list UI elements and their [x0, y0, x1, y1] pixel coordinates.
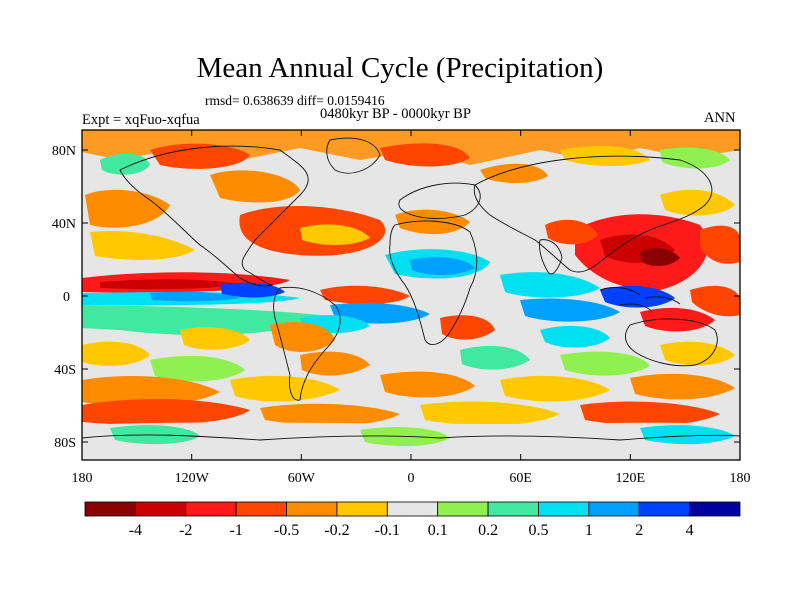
- colorbar-label: 2: [635, 522, 643, 539]
- colorbar-label: 0.5: [528, 522, 548, 539]
- colorbar-label: 0.1: [428, 522, 448, 539]
- lon-tick-label: 180: [72, 471, 93, 486]
- colorbar-label: -1: [229, 522, 242, 539]
- lon-tick-label: 120E: [616, 471, 646, 486]
- stats-text: rmsd= 0.638639 diff= 0.0159416: [205, 93, 385, 108]
- lat-tick-label: 0: [63, 290, 70, 305]
- colorbar-swatch: [336, 501, 388, 517]
- lat-tick-label: 80N: [52, 144, 76, 159]
- colorbar-label: 4: [686, 522, 694, 539]
- colorbar-swatch: [84, 501, 136, 517]
- colorbar: -4 -2 -1 -0.5 -0.2 -0.1 0.1 0.2 0.5 1 2 4: [84, 501, 741, 539]
- colorbar-swatch: [134, 501, 187, 517]
- coastlines: [82, 137, 740, 441]
- colorbar-swatch: [487, 501, 539, 517]
- colorbar-swatch: [185, 501, 237, 517]
- lon-tick-label: 60E: [509, 471, 532, 486]
- lon-tick-label: 120W: [175, 471, 210, 486]
- colorbar-swatch: [437, 501, 489, 517]
- colorbar-swatch: [689, 501, 741, 517]
- colorbar-label: 0.2: [478, 522, 498, 539]
- season-label: ANN: [704, 110, 736, 126]
- lon-tick-label: 180: [730, 471, 751, 486]
- lat-tick-label: 40S: [54, 363, 76, 378]
- lon-tick-label: 0: [408, 471, 415, 486]
- colorbar-label: -2: [179, 522, 192, 539]
- period-text: 0480kyr BP - 0000kyr BP: [320, 106, 471, 122]
- longitude-axis: 180 120W 60W 0 60E 120E 180: [72, 130, 751, 486]
- colorbar-label: 1: [585, 522, 593, 539]
- colorbar-label: -0.2: [324, 522, 349, 539]
- colorbar-label: -0.1: [375, 522, 400, 539]
- colorbar-swatch: [235, 501, 287, 517]
- precip-field: [82, 130, 740, 460]
- lon-tick-label: 60W: [288, 471, 316, 486]
- colorbar-swatch: [638, 501, 691, 517]
- colorbar-label: -0.5: [274, 522, 299, 539]
- colorbar-swatch: [538, 501, 590, 517]
- page-title: Mean Annual Cycle (Precipitation): [196, 52, 604, 84]
- experiment-label: Expt = xqFuo-xqfua: [82, 112, 200, 128]
- colorbar-swatch: [286, 501, 338, 517]
- colorbar-label: -4: [129, 522, 142, 539]
- colorbar-swatch: [386, 501, 439, 517]
- latitude-axis: 80N 40N 0 40S 80S: [52, 144, 740, 451]
- lat-tick-label: 80S: [54, 436, 76, 451]
- lat-tick-label: 40N: [52, 217, 76, 232]
- colorbar-swatch: [588, 501, 640, 517]
